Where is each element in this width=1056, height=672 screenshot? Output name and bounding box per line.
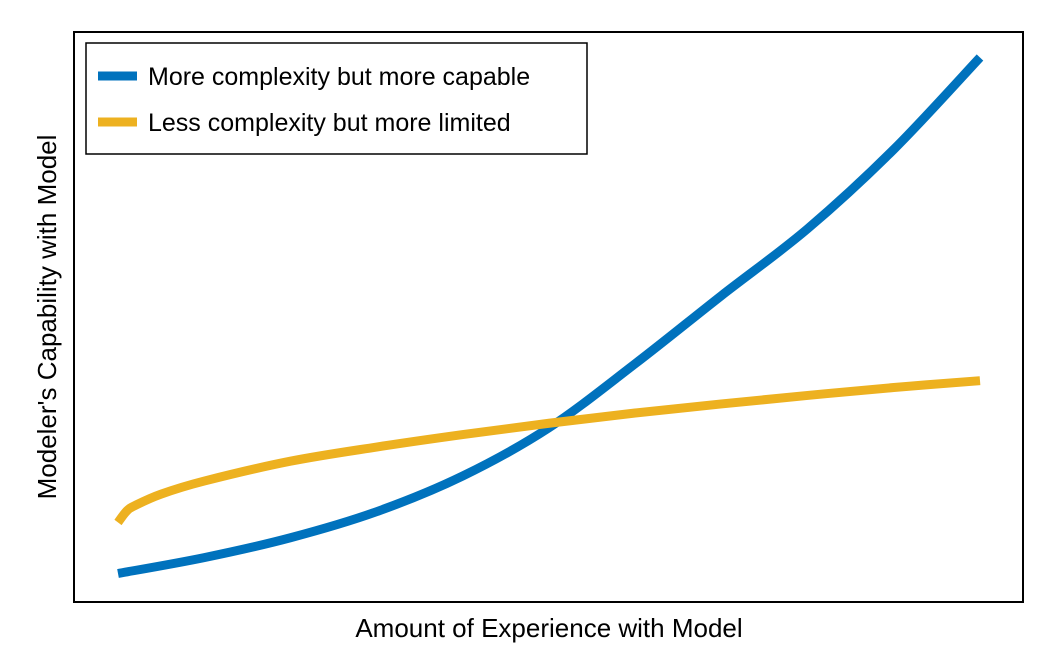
legend-label-series-1: More complexity but more capable [148, 63, 530, 91]
legend-label-series-2: Less complexity but more limited [148, 109, 511, 137]
legend-box [85, 42, 588, 155]
y-axis-label: Modeler's Capability with Model [32, 135, 62, 500]
series-layer [114, 54, 984, 578]
series-line-2 [114, 376, 981, 526]
legend: More complexity but more capable Less co… [85, 42, 588, 155]
x-axis-label: Amount of Experience with Model [355, 613, 742, 643]
